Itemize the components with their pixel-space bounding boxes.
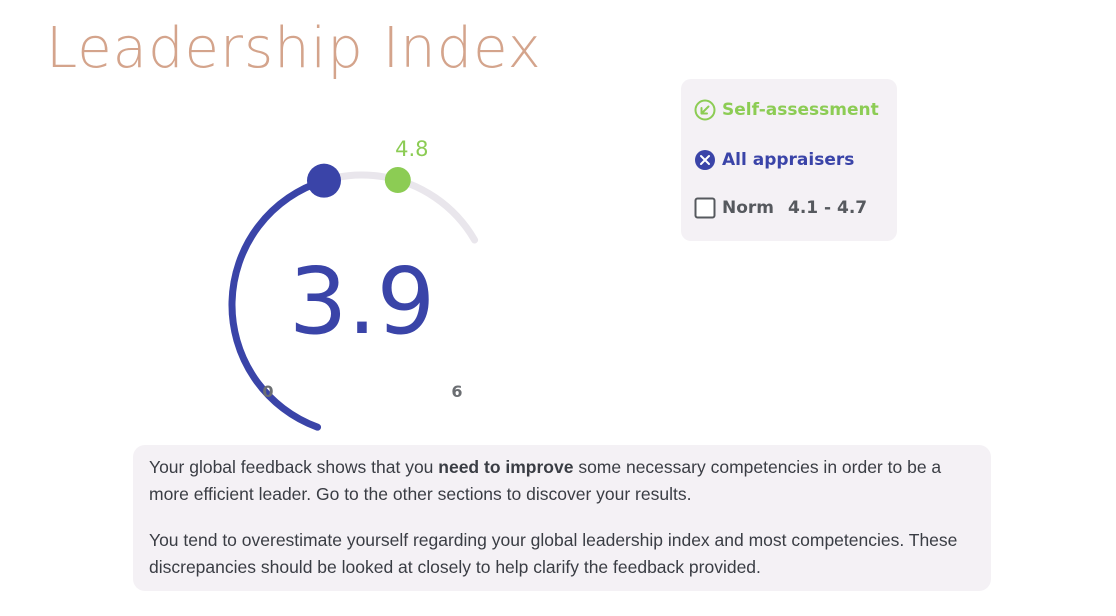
legend-panel: Self-assessment All appraisers Norm 4.1 … bbox=[681, 79, 897, 241]
legend-norm-range: 4.1 - 4.7 bbox=[788, 198, 868, 218]
legend-self-assessment-label: Self-assessment bbox=[722, 100, 879, 120]
legend-all-appraisers[interactable]: All appraisers bbox=[694, 149, 854, 171]
all-appraisers-icon bbox=[695, 150, 715, 170]
self-assessment-icon bbox=[694, 99, 716, 121]
score-marker[interactable] bbox=[306, 163, 341, 198]
page-title: Leadership Index bbox=[46, 16, 542, 81]
feedback-panel: Your global feedback shows that you need… bbox=[133, 445, 991, 591]
legend-norm-label: Norm bbox=[722, 198, 775, 218]
gauge-max-label: 6 bbox=[451, 382, 462, 401]
legend-self-assessment[interactable]: Self-assessment bbox=[694, 99, 879, 121]
feedback-paragraph-1: Your global feedback shows that you need… bbox=[149, 457, 942, 504]
self-assessment-value: 4.8 bbox=[395, 137, 428, 161]
self-assessment-marker[interactable] bbox=[384, 167, 411, 194]
legend-norm[interactable]: Norm 4.1 - 4.7 bbox=[694, 197, 867, 219]
score-value: 3.9 bbox=[289, 248, 435, 355]
gauge-min-label: 0 bbox=[262, 382, 273, 401]
legend-all-appraisers-label: All appraisers bbox=[722, 150, 855, 170]
checkbox-icon[interactable] bbox=[694, 197, 716, 219]
feedback-paragraph-2: You tend to overestimate yourself regard… bbox=[149, 530, 958, 577]
gauge-score-arc bbox=[228, 177, 328, 431]
